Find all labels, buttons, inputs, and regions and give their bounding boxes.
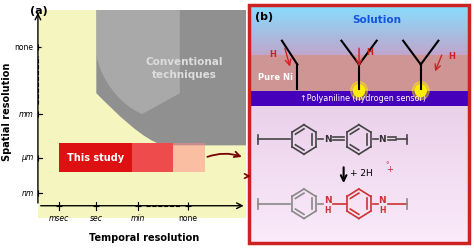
Text: H: H — [366, 48, 374, 57]
Text: sec: sec — [90, 214, 103, 223]
Circle shape — [351, 82, 367, 100]
Text: nm: nm — [21, 189, 34, 198]
Text: (a): (a) — [29, 6, 47, 16]
Bar — [249, 55, 469, 92]
Text: N: N — [324, 135, 331, 144]
Text: ↑Polyaniline (hydrogen sensor): ↑Polyaniline (hydrogen sensor) — [301, 94, 427, 103]
FancyBboxPatch shape — [132, 143, 205, 172]
Text: N: N — [379, 196, 386, 205]
Text: none: none — [15, 43, 34, 52]
Text: +: + — [387, 165, 393, 174]
Text: Conventional
techniques: Conventional techniques — [145, 57, 223, 80]
Text: H: H — [448, 52, 455, 61]
Text: H: H — [324, 206, 331, 215]
Text: Pure Ni: Pure Ni — [258, 73, 292, 82]
Text: H: H — [379, 206, 386, 215]
Text: + 2H: + 2H — [350, 169, 373, 179]
PathPatch shape — [96, 6, 180, 114]
Circle shape — [354, 85, 365, 97]
Text: Solution: Solution — [352, 15, 401, 26]
Text: (b): (b) — [255, 12, 273, 22]
Circle shape — [415, 85, 426, 97]
Text: min: min — [131, 214, 145, 223]
Text: °: ° — [385, 163, 389, 169]
Bar — [249, 91, 469, 106]
Text: mm: mm — [19, 110, 34, 119]
Text: H: H — [270, 50, 276, 60]
PathPatch shape — [96, 6, 251, 145]
Text: none: none — [179, 214, 198, 223]
Text: Temporal resolution: Temporal resolution — [90, 233, 200, 243]
Circle shape — [412, 82, 429, 100]
Text: Spatial resolution: Spatial resolution — [2, 62, 12, 161]
Text: This study: This study — [67, 153, 124, 163]
Text: msec: msec — [49, 214, 69, 223]
Text: N: N — [379, 135, 386, 144]
FancyBboxPatch shape — [59, 143, 173, 172]
Text: N: N — [324, 196, 331, 205]
Text: μm: μm — [21, 153, 34, 162]
